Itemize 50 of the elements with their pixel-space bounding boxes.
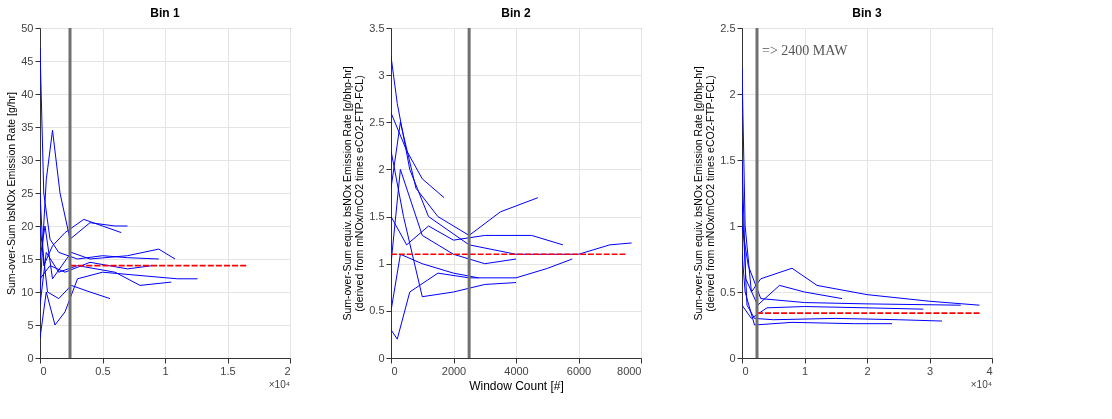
chart-title: Bin 2 (501, 6, 531, 20)
y-tick-label: 0.5 (720, 285, 736, 298)
text: ×10⁴ (970, 379, 992, 390)
y-tick-label: 35 (21, 120, 34, 133)
y-tick-label: 2 (378, 162, 385, 175)
y-tick-label: 25 (21, 186, 34, 199)
chart-title: Bin 3 (852, 6, 882, 20)
y-tick-label: 2.5 (369, 115, 385, 128)
y-tick-label: 2.5 (720, 21, 736, 34)
x-tick-label: 0 (742, 364, 749, 377)
y-tick-label: 0 (378, 351, 385, 364)
y-tick-label: 50 (21, 21, 34, 34)
y-tick-label: 1 (729, 219, 736, 232)
y-tick-label: 10 (21, 285, 34, 298)
x-axis-title: Window Count [#] (469, 378, 564, 393)
chart-title: Bin 1 (150, 6, 180, 20)
y-tick-label: 1 (378, 257, 385, 270)
y-tick-label: 1.5 (720, 153, 736, 166)
y-axis-title: Sum-over-Sum equiv. bsNOx Emission Rate [g/bhp-hr] (derived from mNOx/mCO2 times eCO2-FTP-FCL) (691, 66, 717, 321)
x-tick-label: 3 (926, 364, 934, 377)
annotation: => 2400 MAW (762, 43, 849, 58)
y-tick-label: 45 (21, 54, 34, 67)
y-axis-title: Sum-over-Sum bsNOx Emission Rate [g/hr] (5, 91, 18, 296)
y-tick-label: 3 (378, 68, 385, 81)
text: ×10⁴ (268, 379, 290, 390)
y-tick-label: 1.5 (369, 210, 385, 223)
y-tick-label: 0 (27, 351, 34, 364)
y-tick-label: 5 (27, 318, 34, 331)
x-tick-label: 0 (40, 364, 47, 377)
x-tick-label: 8000 (617, 364, 642, 377)
x-tick-label: 2 (864, 364, 871, 377)
x-tick-label: 6000 (566, 364, 592, 377)
y-axis-title: Sum-over-Sum equiv. bsNOx Emission Rate [g/bhp-hr] (derived from mNOx/mCO2 times eCO2-FTP-FCL) (340, 66, 366, 321)
x-tick-label: 0 (391, 364, 398, 377)
y-tick-label: 0.5 (369, 304, 385, 317)
x-tick-label: 1 (162, 364, 169, 377)
y-tick-label: 3.5 (369, 21, 385, 34)
y-tick-label: 20 (21, 219, 34, 232)
x-tick-label: 2 (284, 364, 291, 377)
y-tick-label: 15 (21, 252, 34, 265)
y-tick-label: 0 (729, 351, 736, 364)
y-tick-label: 2 (729, 87, 736, 100)
x-tick-label: 1 (801, 364, 809, 377)
x-tick-label: 4 (986, 364, 993, 377)
y-tick-label: 30 (21, 153, 34, 166)
y-tick-label: 40 (21, 87, 34, 100)
x-tick-label: 0.5 (95, 364, 111, 377)
x-tick-label: 1.5 (220, 364, 236, 377)
x-tick-label: 4000 (504, 364, 529, 377)
x-tick-label: 2000 (441, 364, 467, 377)
